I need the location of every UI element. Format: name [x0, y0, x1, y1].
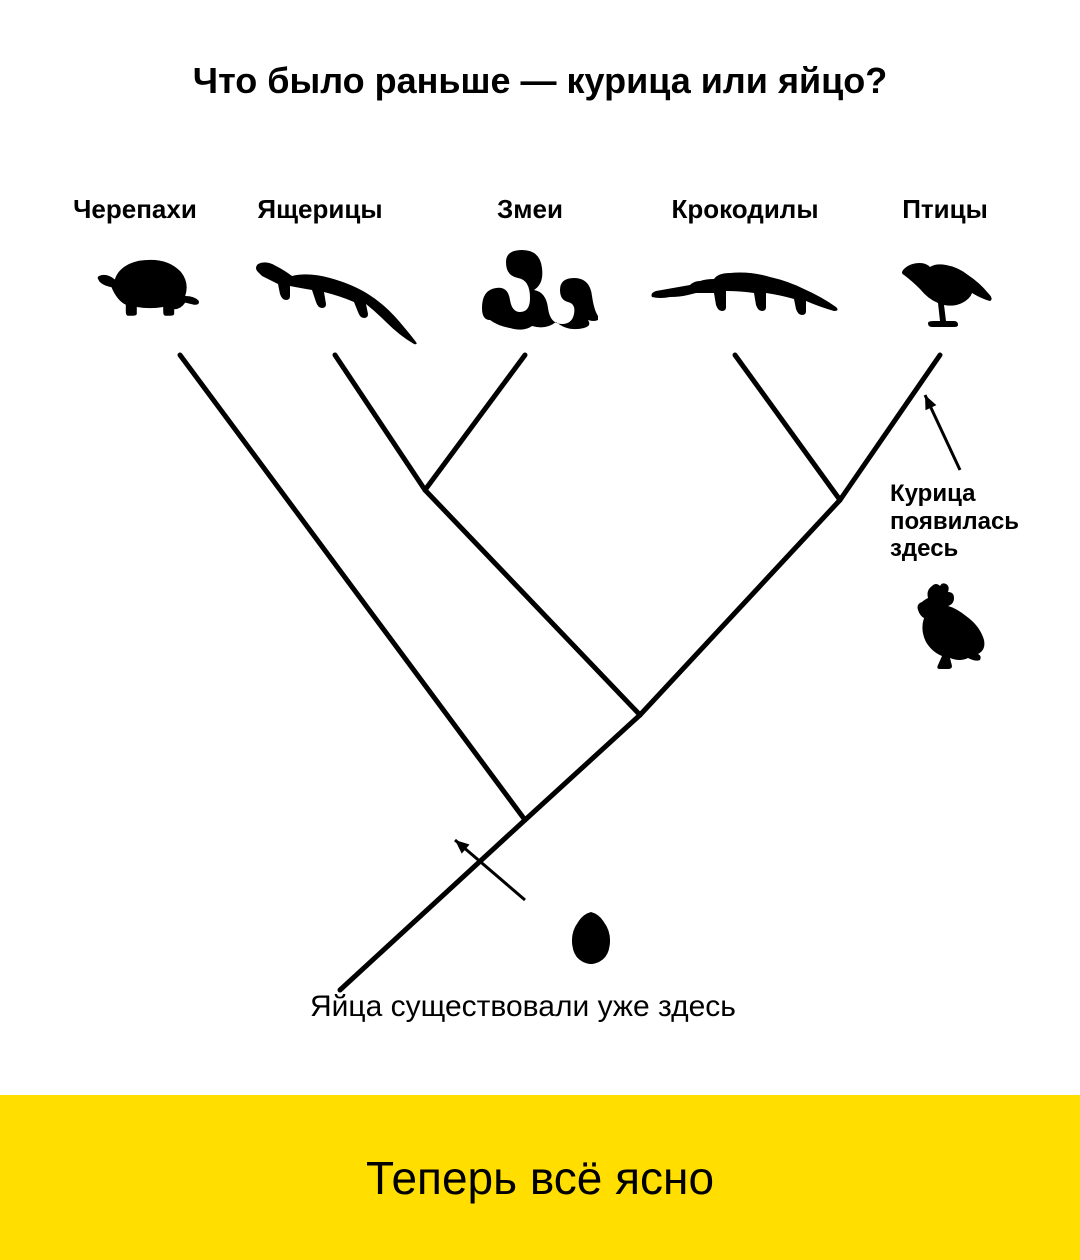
egg-annotation: Яйца существовали уже здесь: [310, 990, 736, 1024]
chicken-annotation: Курицапоявиласьздесь: [890, 480, 1019, 563]
chicken-icon: [910, 580, 995, 670]
egg-icon: [570, 910, 612, 965]
diagram-page: Что было раньше — курица или яйцо? Череп…: [0, 0, 1080, 1260]
caption-text: Теперь всё ясно: [366, 1151, 714, 1205]
caption-banner: Теперь всё ясно: [0, 1095, 1080, 1260]
